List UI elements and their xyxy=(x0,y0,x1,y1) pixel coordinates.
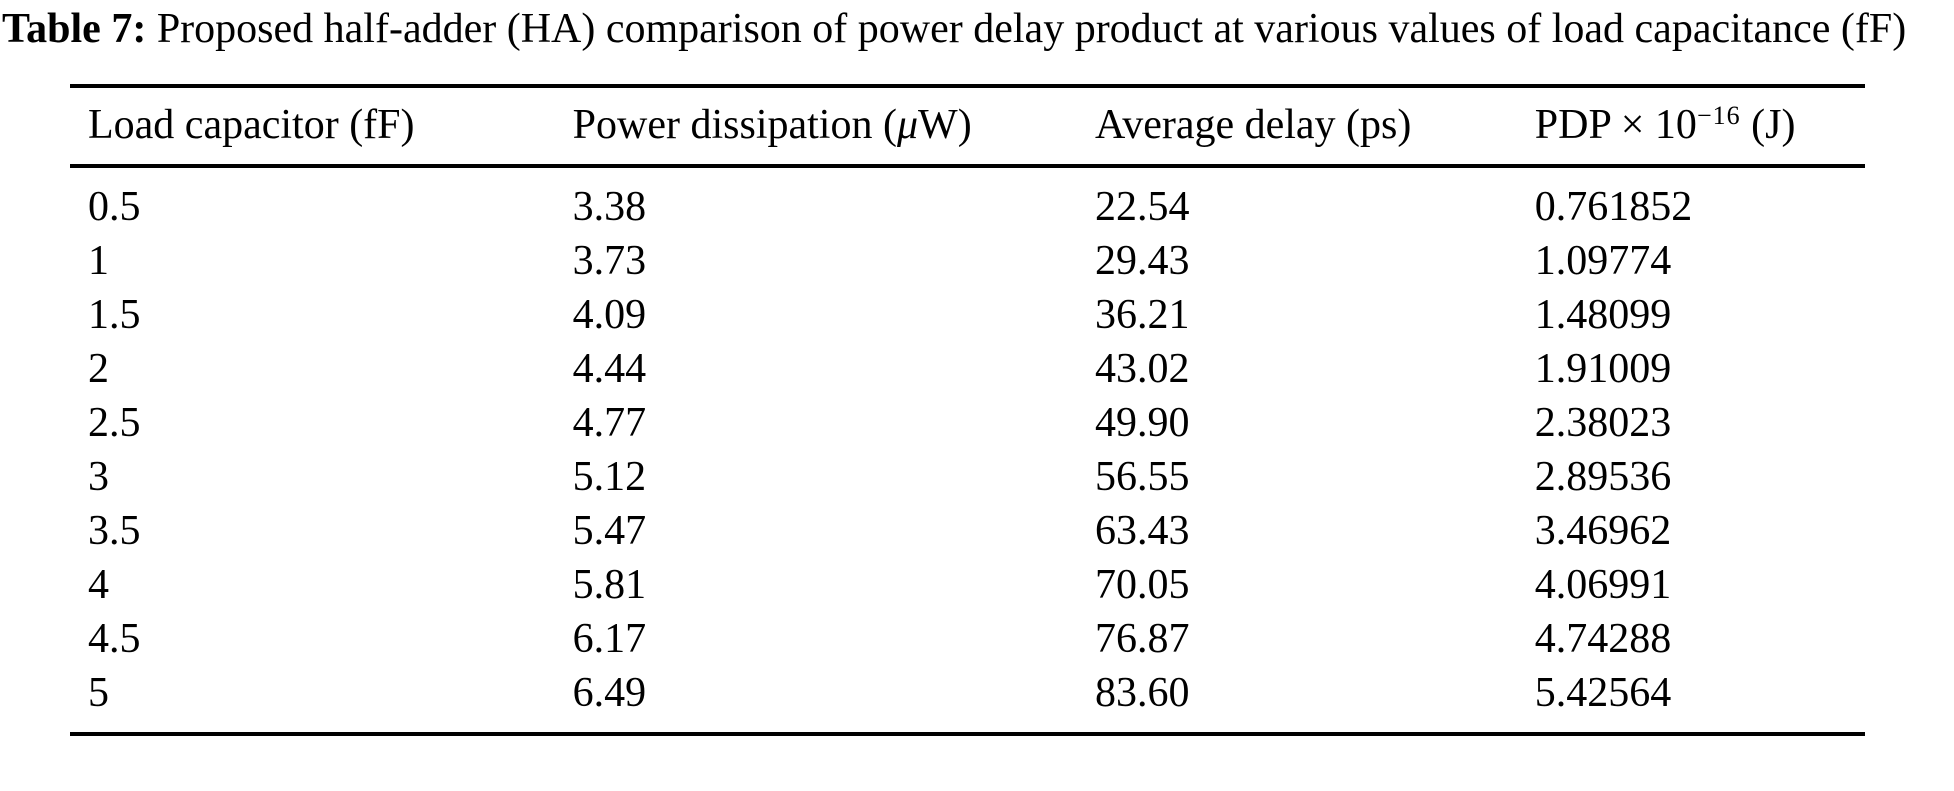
table-cell: 1.5 xyxy=(88,292,141,338)
pdp-exponent: −16 xyxy=(1696,101,1741,130)
table-cell: 6.17 xyxy=(572,616,647,662)
table-cell: 1.48099 xyxy=(1534,292,1672,338)
table-cell: 2.89536 xyxy=(1534,454,1672,500)
table-cell: 2 xyxy=(88,346,109,392)
table-cell: 1.09774 xyxy=(1534,238,1672,284)
table-cell: 4.06991 xyxy=(1534,562,1672,608)
table-cell: 0.761852 xyxy=(1534,184,1693,230)
table-header-row: Load capacitor (fF) Power dissipation (μ… xyxy=(70,86,1865,168)
table-row: 0.5 3.38 22.54 0.761852 xyxy=(70,166,1865,234)
data-table: Load capacitor (fF) Power dissipation (μ… xyxy=(70,84,1865,736)
table-row: 4 5.81 70.05 4.06991 xyxy=(70,558,1865,612)
mu-symbol: μ xyxy=(896,102,919,148)
column-header-power-dissipation: Power dissipation (μW) xyxy=(554,86,1077,168)
table-cell: 3.73 xyxy=(572,238,647,284)
table-cell: 4 xyxy=(88,562,109,608)
column-header-load-capacitor: Load capacitor (fF) xyxy=(70,86,555,168)
table-cell: 4.44 xyxy=(572,346,647,392)
table-cell: 22.54 xyxy=(1094,184,1190,230)
table-cell: 1 xyxy=(88,238,109,284)
table-cell: 43.02 xyxy=(1094,346,1190,392)
table-cell: 6.49 xyxy=(572,670,647,716)
table-row: 3.5 5.47 63.43 3.46962 xyxy=(70,504,1865,558)
table-cell: 3.46962 xyxy=(1534,508,1672,554)
table-cell: 4.5 xyxy=(88,616,141,662)
table-cell: 4.09 xyxy=(572,292,647,338)
column-header-average-delay: Average delay (ps) xyxy=(1076,86,1517,168)
table-row: 4.5 6.17 76.87 4.74288 xyxy=(70,612,1865,666)
table-cell: 36.21 xyxy=(1094,292,1190,338)
table-cell: 5.81 xyxy=(572,562,647,608)
column-header-pdp: PDP × 10−16 (J) xyxy=(1516,86,1865,168)
table-cell: 4.77 xyxy=(572,400,647,446)
table-cell: 5 xyxy=(88,670,109,716)
table-caption-text: Proposed half-adder (HA) comparison of p… xyxy=(156,6,1907,52)
table-row: 3 5.12 56.55 2.89536 xyxy=(70,450,1865,504)
table-cell: 29.43 xyxy=(1094,238,1190,284)
table-body: 0.5 3.38 22.54 0.761852 1 3.73 29.43 1.09774 1.5… xyxy=(70,166,1865,734)
table-cell: 5.12 xyxy=(572,454,647,500)
table-row: 1 3.73 29.43 1.09774 xyxy=(70,234,1865,288)
table-cell: 3 xyxy=(88,454,109,500)
table-row: 5 6.49 83.60 5.42564 xyxy=(70,666,1865,734)
table-cell: 83.60 xyxy=(1094,670,1190,716)
table-cell: 56.55 xyxy=(1094,454,1190,500)
table-cell: 0.5 xyxy=(88,184,141,230)
table-cell: 5.47 xyxy=(572,508,647,554)
table-cell: 4.74288 xyxy=(1534,616,1672,662)
table-row: 2.5 4.77 49.90 2.38023 xyxy=(70,396,1865,450)
table-cell: 1.91009 xyxy=(1534,346,1672,392)
table-row: 2 4.44 43.02 1.91009 xyxy=(70,342,1865,396)
table-cell: 5.42564 xyxy=(1534,670,1672,716)
table-caption-label: Table 7: xyxy=(2,6,147,52)
table-cell: 63.43 xyxy=(1094,508,1190,554)
table-row: 1.5 4.09 36.21 1.48099 xyxy=(70,288,1865,342)
table-cell: 76.87 xyxy=(1094,616,1190,662)
table-cell: 49.90 xyxy=(1094,400,1190,446)
table-caption: Table 7: Proposed half-adder (HA) compar… xyxy=(2,4,1952,54)
table-cell: 3.5 xyxy=(88,508,141,554)
table-cell: 2.38023 xyxy=(1534,400,1672,446)
table-cell: 70.05 xyxy=(1094,562,1190,608)
table-cell: 3.38 xyxy=(572,184,647,230)
table-cell: 2.5 xyxy=(88,400,141,446)
